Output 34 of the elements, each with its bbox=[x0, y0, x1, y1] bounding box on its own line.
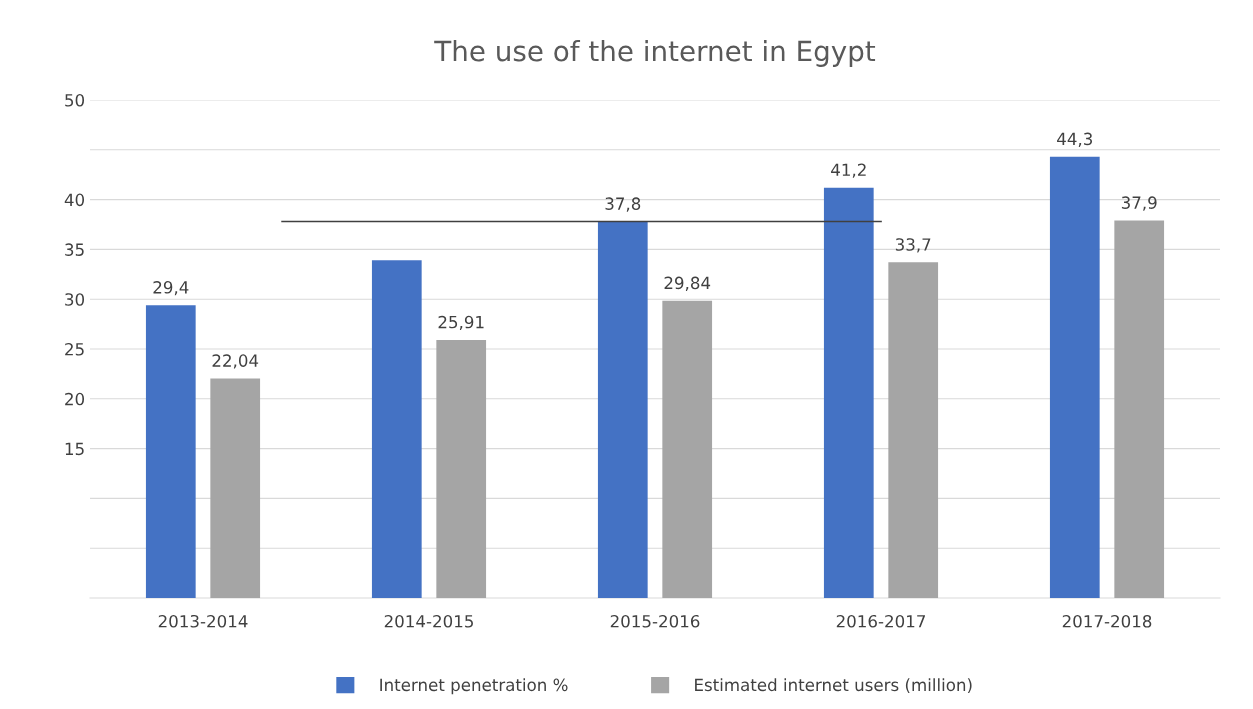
bar bbox=[145, 305, 196, 598]
legend-label: Estimated internet users (million) bbox=[695, 678, 972, 694]
legend-label: Internet penetration % bbox=[380, 678, 568, 695]
y-tick-label: 40 bbox=[64, 193, 85, 207]
bar bbox=[597, 221, 648, 598]
data-label: 33,7 bbox=[895, 238, 931, 253]
y-tick-label: 15 bbox=[65, 442, 84, 456]
y-tick-label: 50 bbox=[65, 93, 85, 107]
x-tick-label: 2014-2015 bbox=[384, 614, 473, 628]
bar bbox=[210, 378, 261, 598]
y-tick-label: 35 bbox=[65, 243, 84, 256]
data-label: 25,91 bbox=[438, 315, 484, 331]
bar bbox=[371, 260, 422, 598]
data-label: 41,2 bbox=[831, 163, 866, 178]
bar bbox=[662, 300, 713, 598]
data-label: 29,4 bbox=[153, 281, 189, 296]
chart-title: The use of the internet in Egypt bbox=[434, 40, 876, 67]
x-tick-label: 2015-2016 bbox=[610, 614, 700, 628]
y-tick-label: 30 bbox=[65, 293, 85, 306]
y-tick-label: 25 bbox=[65, 342, 84, 356]
data-label: 22,04 bbox=[212, 354, 259, 369]
data-label: 37,8 bbox=[605, 197, 641, 212]
x-tick-label: 2016-2017 bbox=[836, 614, 925, 628]
x-tick-label: 2013-2014 bbox=[158, 614, 248, 628]
data-label: 37,9 bbox=[1121, 196, 1157, 211]
bar bbox=[1049, 156, 1100, 598]
bar bbox=[1114, 220, 1165, 598]
data-label: 44,3 bbox=[1057, 132, 1093, 147]
bar bbox=[436, 339, 487, 598]
x-tick-label: 2017-2018 bbox=[1062, 614, 1152, 628]
y-tick-label: 20 bbox=[65, 392, 85, 406]
bar bbox=[888, 262, 939, 598]
bar bbox=[823, 187, 874, 598]
data-label: 29,84 bbox=[664, 276, 711, 291]
